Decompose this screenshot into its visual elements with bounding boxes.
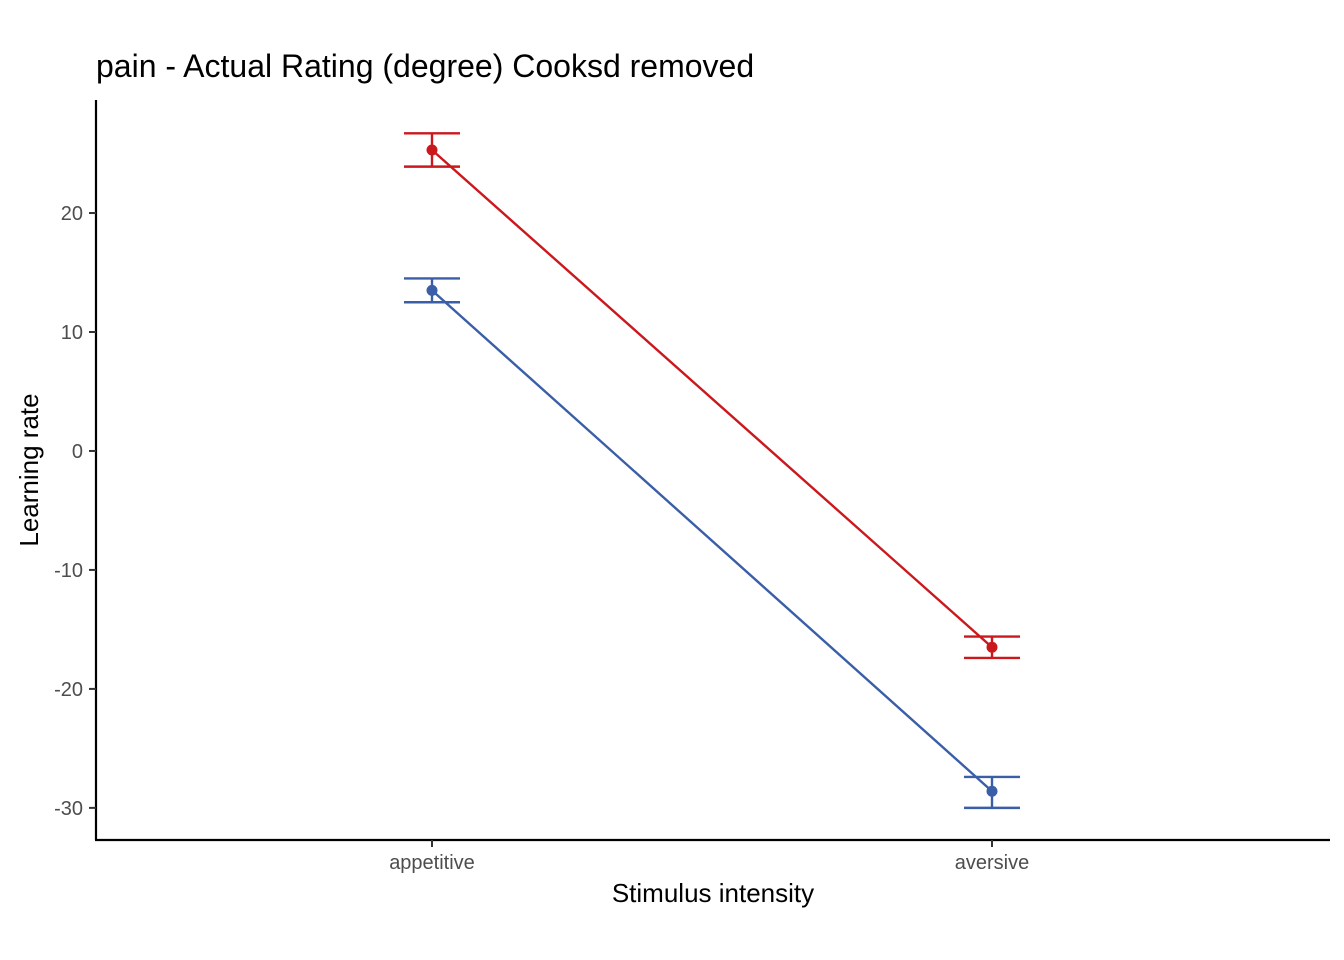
chart-title: pain - Actual Rating (degree) Cooksd rem… bbox=[96, 48, 754, 84]
x-tick-label: appetitive bbox=[389, 852, 475, 874]
x-axis-title: Stimulus intensity bbox=[612, 878, 814, 908]
data-point bbox=[986, 641, 998, 653]
data-point bbox=[426, 284, 438, 296]
y-tick-label: -30 bbox=[54, 798, 83, 820]
y-axis-ticks: 20 10 0 -10 -20 -30 bbox=[54, 203, 96, 820]
y-tick-label: -10 bbox=[54, 560, 83, 582]
x-tick-label: aversive bbox=[955, 852, 1029, 874]
y-tick-label: 0 bbox=[72, 441, 83, 463]
y-tick-label: -20 bbox=[54, 679, 83, 701]
data-point bbox=[426, 144, 438, 156]
x-axis-ticks: appetitive aversive bbox=[389, 840, 1029, 874]
data-point bbox=[986, 785, 998, 797]
series-1 bbox=[404, 132, 1020, 660]
plot-marks bbox=[404, 132, 1020, 810]
series-2 bbox=[404, 277, 1020, 810]
series-line bbox=[431, 289, 993, 793]
y-tick-label: 20 bbox=[61, 203, 83, 225]
series-line bbox=[431, 149, 993, 649]
y-axis-title: Learning rate bbox=[14, 393, 44, 546]
y-tick-label: 10 bbox=[61, 322, 83, 344]
